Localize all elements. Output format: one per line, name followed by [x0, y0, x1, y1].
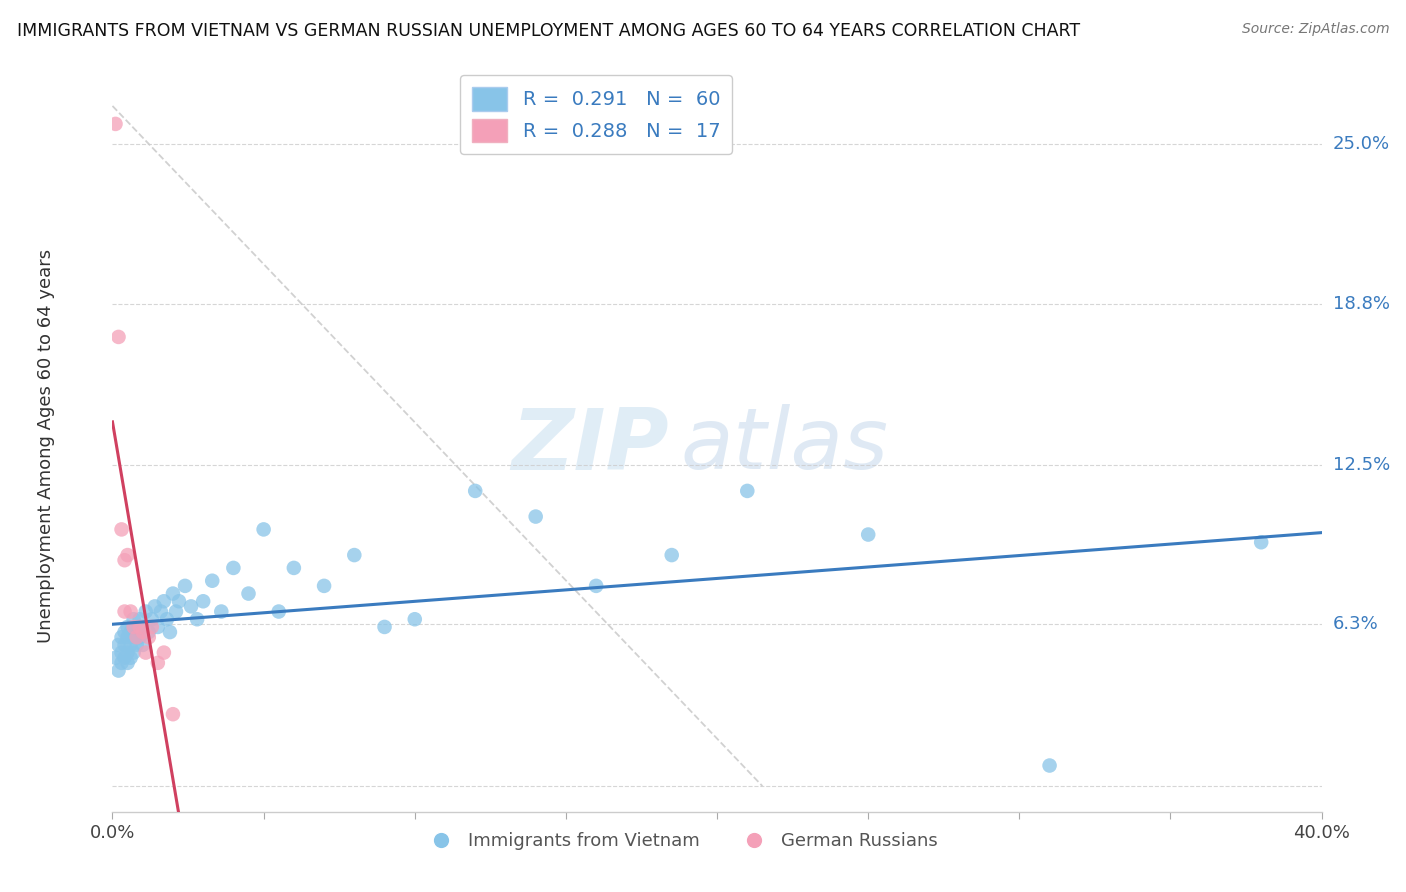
- Point: [141, 612, 163, 626]
- Point: [107, 664, 129, 678]
- Point: [120, 638, 142, 652]
- Text: Unemployment Among Ages 60 to 64 years: Unemployment Among Ages 60 to 64 years: [37, 249, 55, 643]
- Point: [107, 638, 129, 652]
- Text: 18.8%: 18.8%: [1333, 294, 1389, 312]
- Point: [117, 646, 139, 660]
- Point: [128, 612, 150, 626]
- Point: [135, 646, 157, 660]
- Point: [125, 625, 148, 640]
- Point: [201, 574, 224, 588]
- Text: IMMIGRANTS FROM VIETNAM VS GERMAN RUSSIAN UNEMPLOYMENT AMONG AGES 60 TO 64 YEARS: IMMIGRANTS FROM VIETNAM VS GERMAN RUSSIA…: [17, 22, 1080, 40]
- Point: [464, 483, 486, 498]
- Point: [162, 586, 184, 600]
- Legend: Immigrants from Vietnam, German Russians: Immigrants from Vietnam, German Russians: [416, 825, 945, 857]
- Point: [191, 594, 214, 608]
- Point: [110, 656, 132, 670]
- Point: [122, 612, 145, 626]
- Point: [110, 630, 132, 644]
- Point: [117, 620, 139, 634]
- Point: [117, 656, 139, 670]
- Point: [128, 620, 150, 634]
- Point: [120, 650, 142, 665]
- Point: [132, 625, 155, 640]
- Point: [159, 625, 181, 640]
- Point: [143, 599, 166, 614]
- Point: [141, 620, 163, 634]
- Point: [856, 527, 880, 541]
- Text: 25.0%: 25.0%: [1333, 136, 1391, 153]
- Point: [107, 330, 129, 344]
- Point: [149, 605, 172, 619]
- Point: [167, 594, 190, 608]
- Text: 12.5%: 12.5%: [1333, 456, 1391, 475]
- Point: [153, 646, 176, 660]
- Point: [238, 586, 260, 600]
- Point: [117, 630, 139, 644]
- Point: [114, 638, 136, 652]
- Point: [253, 523, 276, 537]
- Point: [222, 561, 245, 575]
- Point: [114, 553, 136, 567]
- Point: [146, 620, 169, 634]
- Point: [374, 620, 396, 634]
- Point: [104, 117, 127, 131]
- Point: [585, 579, 607, 593]
- Point: [186, 612, 208, 626]
- Point: [135, 605, 157, 619]
- Point: [153, 594, 176, 608]
- Point: [314, 579, 336, 593]
- Point: [132, 638, 155, 652]
- Point: [128, 630, 150, 644]
- Point: [122, 620, 145, 634]
- Point: [110, 523, 132, 537]
- Point: [165, 605, 187, 619]
- Point: [209, 605, 232, 619]
- Point: [343, 548, 366, 562]
- Text: 6.3%: 6.3%: [1333, 615, 1378, 633]
- Point: [283, 561, 305, 575]
- Point: [180, 599, 202, 614]
- Text: Source: ZipAtlas.com: Source: ZipAtlas.com: [1241, 22, 1389, 37]
- Point: [1038, 758, 1062, 772]
- Text: ZIP: ZIP: [510, 404, 669, 488]
- Point: [117, 548, 139, 562]
- Point: [114, 605, 136, 619]
- Point: [125, 638, 148, 652]
- Point: [404, 612, 426, 626]
- Point: [661, 548, 683, 562]
- Point: [138, 630, 160, 644]
- Point: [114, 625, 136, 640]
- Point: [162, 707, 184, 722]
- Point: [146, 656, 169, 670]
- Point: [737, 483, 759, 498]
- Point: [174, 579, 197, 593]
- Point: [138, 625, 160, 640]
- Point: [110, 646, 132, 660]
- Point: [524, 509, 547, 524]
- Point: [114, 650, 136, 665]
- Text: atlas: atlas: [681, 404, 889, 488]
- Point: [120, 625, 142, 640]
- Point: [122, 646, 145, 660]
- Point: [125, 630, 148, 644]
- Point: [120, 605, 142, 619]
- Point: [122, 630, 145, 644]
- Point: [1250, 535, 1272, 549]
- Point: [132, 620, 155, 634]
- Point: [156, 612, 179, 626]
- Point: [104, 650, 127, 665]
- Point: [267, 605, 290, 619]
